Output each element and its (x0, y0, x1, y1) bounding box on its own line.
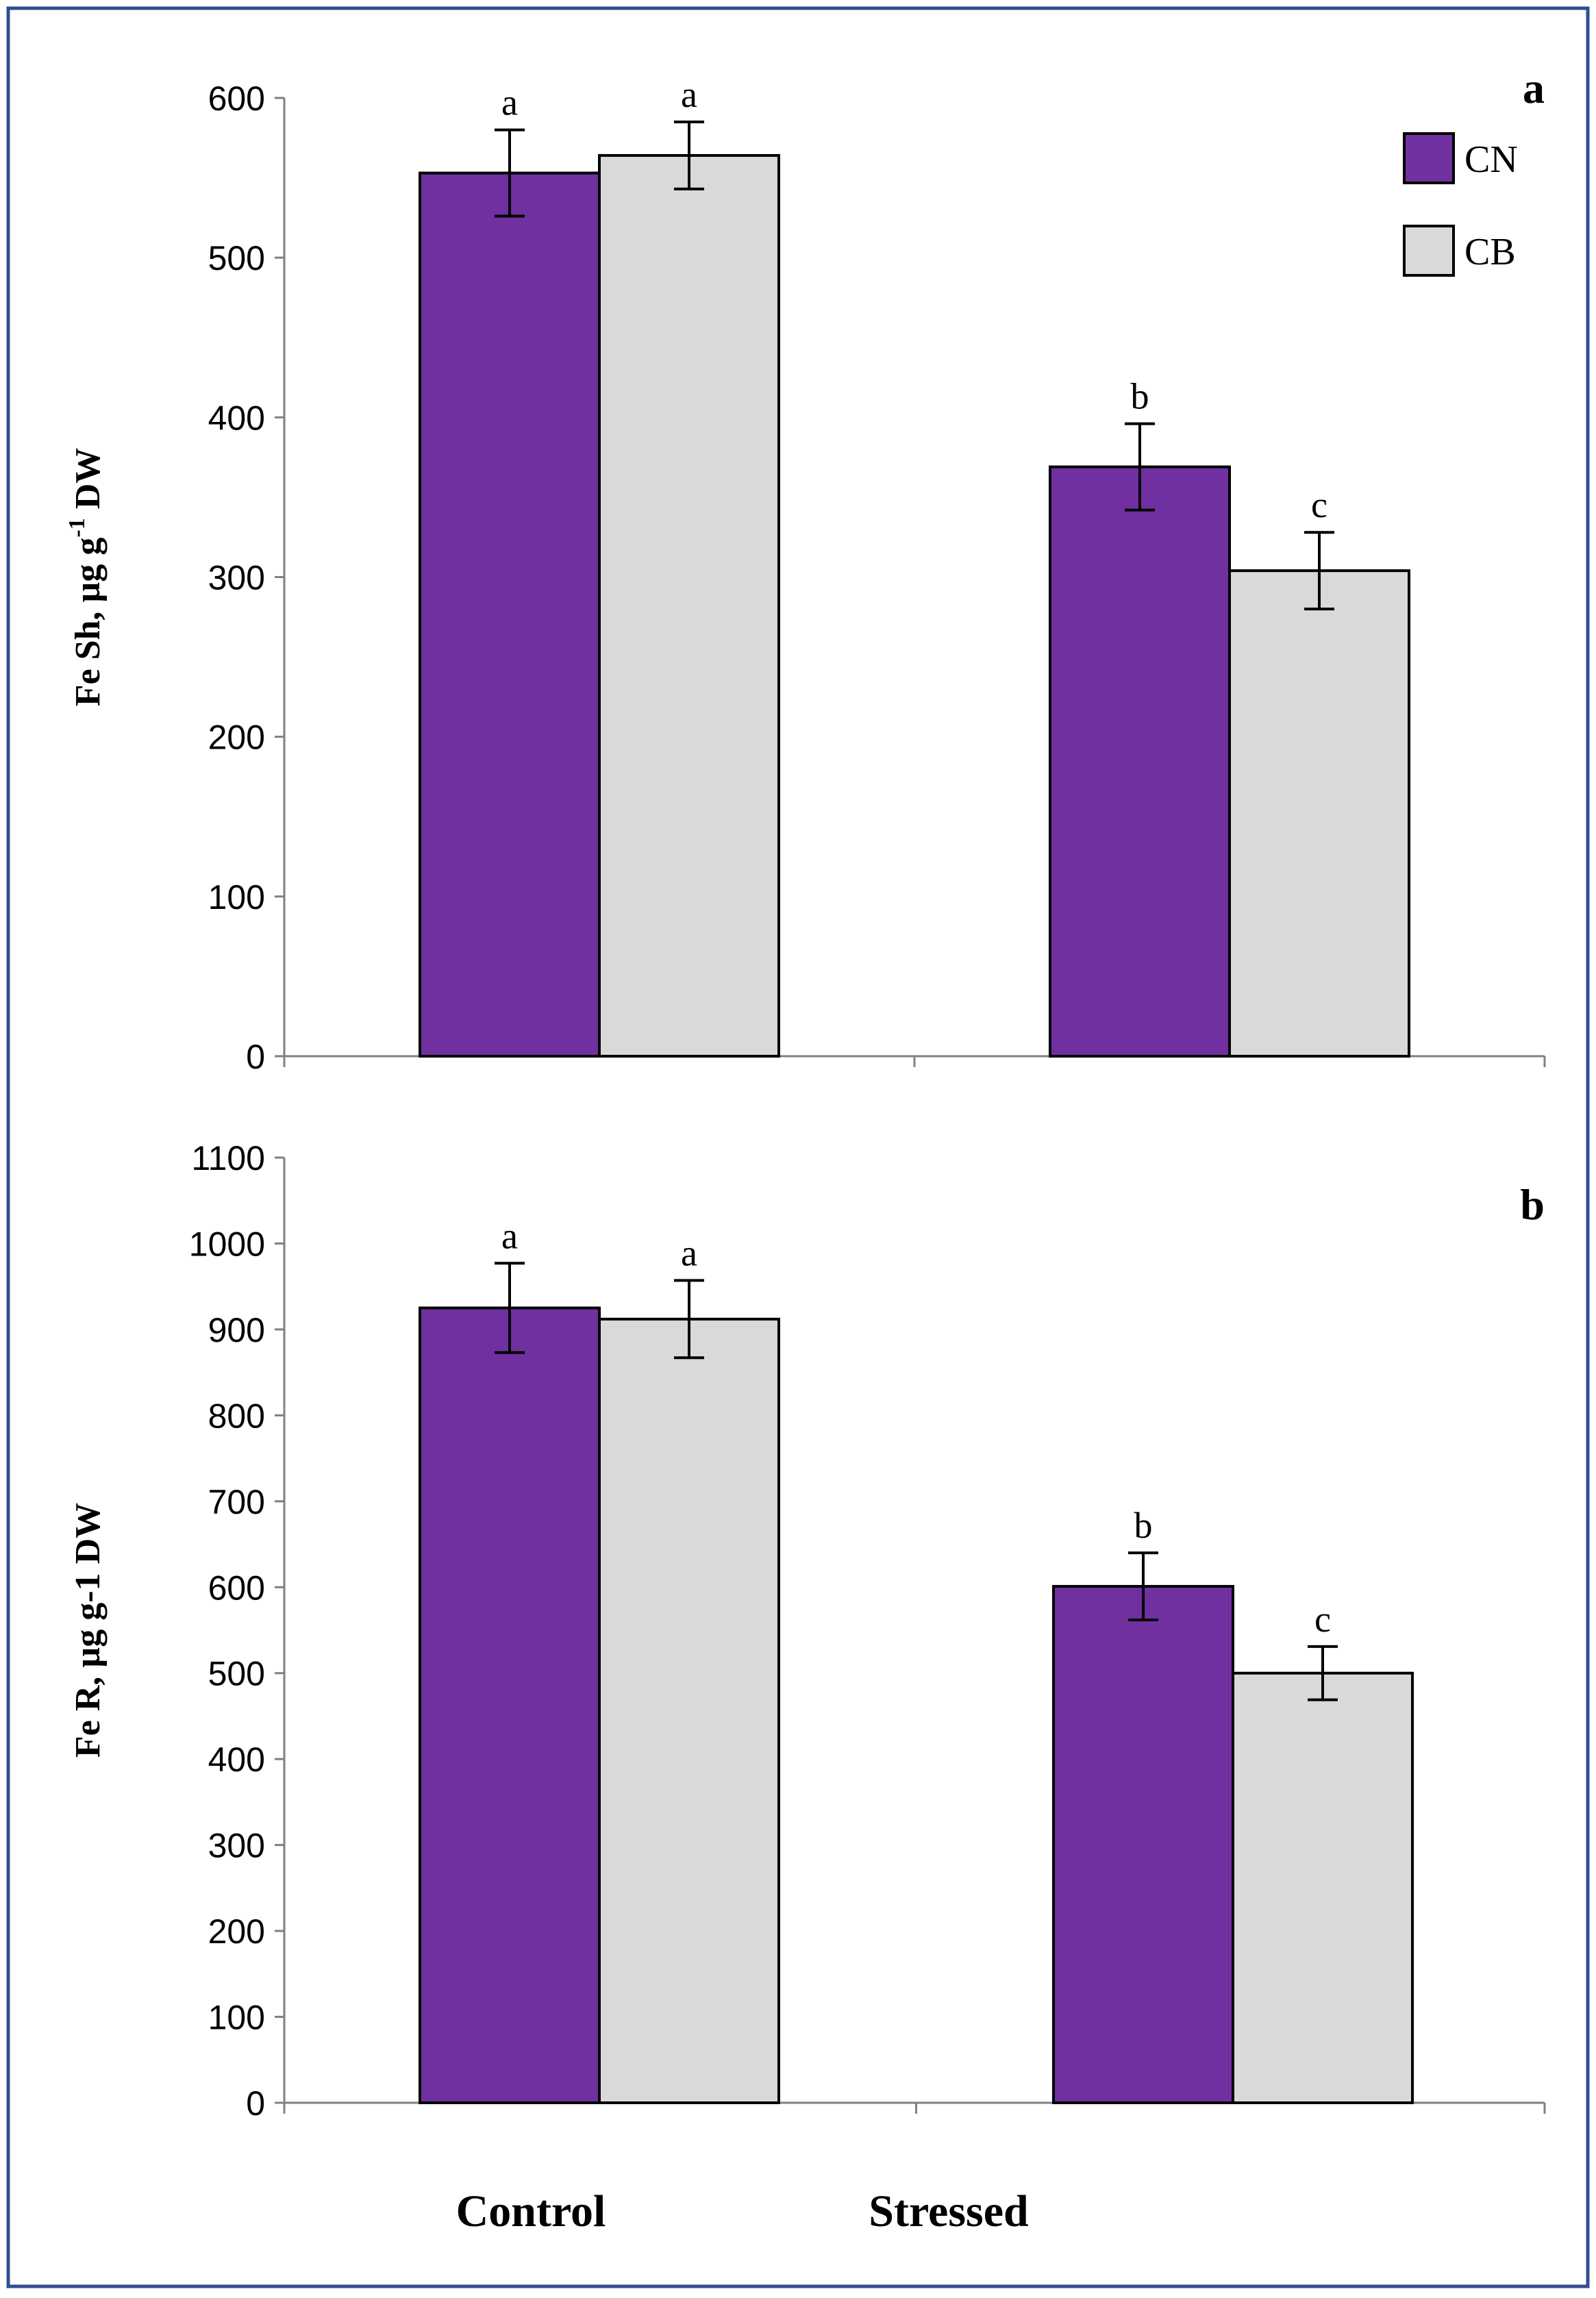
y-tick-label: 100 (208, 878, 265, 916)
x-label-control: Control (456, 2186, 606, 2236)
panel-label: b (1520, 1180, 1545, 1229)
y-tick-label: 200 (208, 719, 265, 757)
y-tick-label: 600 (208, 79, 265, 118)
y-tick-label: 1100 (191, 1139, 265, 1177)
significance-letter: a (501, 82, 518, 123)
legend: CN CB (1403, 132, 1518, 277)
y-axis-label: Fe R, µg g-1 DW (68, 1503, 108, 1758)
bar-cn (419, 171, 601, 1058)
y-tick-label: 400 (208, 1740, 265, 1779)
bar-cb (598, 1317, 780, 2104)
significance-letter: a (681, 74, 697, 115)
y-tick-label: 0 (246, 1038, 265, 1076)
y-tick-label: 800 (208, 1397, 265, 1435)
y-tick-label: 400 (208, 399, 265, 437)
y-tick-label: 700 (208, 1483, 265, 1521)
significance-letter: c (1311, 484, 1327, 525)
bar-cb (1228, 569, 1410, 1058)
y-axis-label-main: Fe Sh, µg g (68, 538, 108, 707)
legend-label-cn: CN (1464, 138, 1518, 181)
y-tick-label: 0 (246, 2084, 265, 2123)
x-label-stressed: Stressed (869, 2186, 1028, 2236)
significance-letter: a (681, 1232, 697, 1273)
bar-cb (598, 153, 780, 1058)
y-tick-label: 500 (208, 1655, 265, 1693)
significance-letter: c (1314, 1599, 1331, 1640)
bar-cn (419, 1306, 601, 2104)
y-tick-label: 500 (208, 239, 265, 277)
y-tick-label: 600 (208, 1569, 265, 1607)
legend-swatch-cb (1403, 225, 1455, 277)
legend-label-cb: CB (1464, 231, 1516, 273)
y-axis-label: Fe Sh, µg g-1 DW (64, 448, 108, 707)
y-tick-label: 300 (208, 1827, 265, 1865)
panel-a: 0 100 200 300 400 500 600 a b a c a Fe Sh, µg g-1 DW… (64, 64, 1546, 1076)
bar-cb (1232, 1671, 1414, 2104)
y-axis-label-tail: DW (68, 448, 108, 519)
y-tick-label: 100 (208, 1999, 265, 2037)
y-tick-label: 900 (208, 1311, 265, 1349)
y-tick-label: 200 (208, 1912, 265, 1951)
significance-letter: a (501, 1215, 518, 1256)
y-tick-label: 300 (208, 559, 265, 597)
legend-swatch-cn (1403, 132, 1455, 184)
bar-cn (1049, 465, 1231, 1058)
bar-cn (1052, 1585, 1234, 2104)
panel-b: 0 100 200 300 400 500 600 700 800 900 1000 1100 a b a c… (68, 1139, 1546, 2123)
y-axis-label-superscript: -1 (64, 518, 90, 537)
significance-letter: b (1131, 376, 1149, 417)
panel-label: a (1523, 64, 1545, 112)
y-tick-label: 1000 (189, 1225, 265, 1263)
significance-letter: b (1134, 1505, 1153, 1546)
